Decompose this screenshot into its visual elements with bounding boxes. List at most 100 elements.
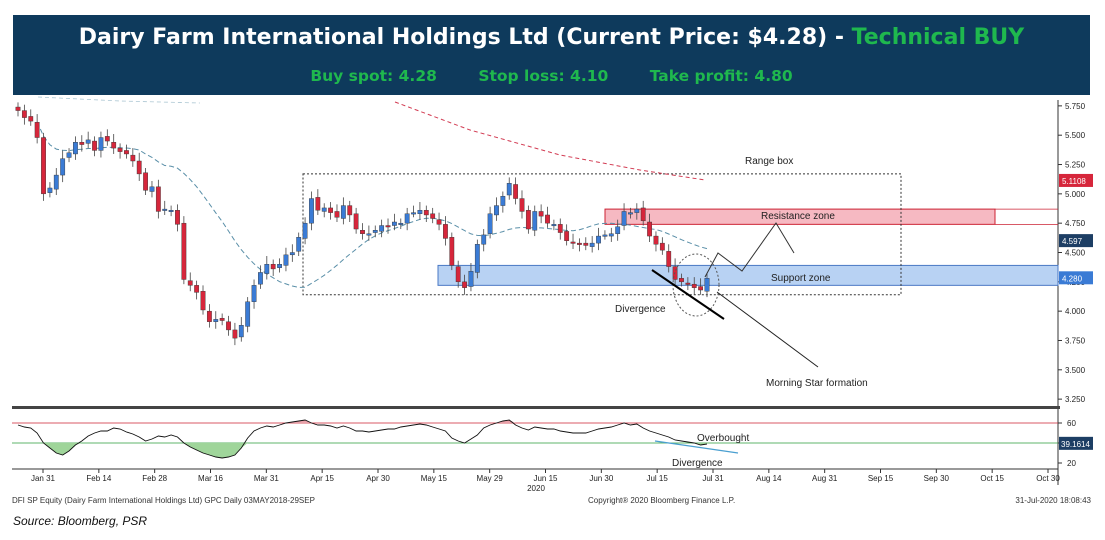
candle-body (379, 225, 385, 232)
candle-body (494, 205, 499, 216)
candle-body (659, 242, 665, 251)
x-tick-label: Aug 14 (756, 474, 782, 483)
x-tick-label: Mar 16 (198, 474, 223, 483)
x-tick-label: Oct 15 (980, 474, 1004, 483)
candle-body (79, 142, 85, 145)
candle-body (615, 226, 621, 234)
candle-body (455, 266, 461, 283)
rsi-line (17, 419, 708, 459)
candle-body (85, 139, 91, 144)
candle-body (347, 205, 353, 216)
rsi-overbought-fill (18, 420, 707, 423)
y-tick-label: 5.500 (1065, 131, 1086, 140)
candle-body (602, 234, 608, 237)
candle-body (443, 224, 448, 239)
candle-body (136, 160, 142, 175)
candle-body (15, 106, 21, 111)
candle-body (411, 212, 416, 215)
candle-body (500, 195, 506, 206)
stop-loss: Stop loss: 4.10 (478, 67, 609, 85)
trade-levels: Buy spot: 4.28 Stop loss: 4.10 Take prof… (13, 67, 1090, 85)
candle-body (538, 211, 544, 217)
candle-body (315, 197, 321, 211)
candle-body (628, 212, 633, 215)
take-profit: Take profit: 4.80 (649, 67, 793, 85)
x-year-label: 2020 (527, 484, 545, 493)
candle-body (155, 186, 161, 212)
candle-body (181, 222, 187, 280)
buy-spot: Buy spot: 4.28 (310, 67, 437, 85)
range-box-label: Range box (745, 156, 793, 167)
candle-body (404, 213, 410, 224)
y-tick-label: 3.750 (1065, 336, 1086, 345)
candle-body (226, 321, 231, 331)
candle-body (34, 122, 40, 138)
candle-body (232, 329, 238, 339)
rsi-divergence-line (654, 440, 739, 454)
candle-body (73, 142, 78, 155)
moving-average-long (394, 101, 706, 181)
candle-body (391, 221, 397, 226)
candle-body (283, 254, 289, 266)
candle-body (621, 211, 627, 226)
candle-body (481, 234, 487, 245)
plot-area (12, 100, 1058, 405)
candle-body (98, 137, 104, 151)
candle-body (647, 221, 652, 237)
candle-body (372, 230, 378, 233)
last-price-tag (1059, 234, 1093, 248)
morning-star-pointer (716, 291, 819, 368)
footer-timestamp: 31-Jul-2020 18:08:43 (1015, 496, 1091, 505)
resistance-zone-label: Resistance zone (761, 211, 835, 222)
candle-body (277, 264, 282, 268)
candle-body (251, 285, 257, 302)
last-price-tag (1059, 173, 1093, 187)
candle-body (302, 222, 308, 239)
rsi-last-label: 39.1614 (1061, 440, 1090, 449)
last-price-tag (1059, 271, 1093, 285)
last-price-label: 4.280 (1062, 274, 1083, 283)
candle-body (92, 140, 97, 151)
candle-body (640, 207, 646, 222)
candle-body (398, 222, 404, 225)
candle-body (309, 198, 314, 224)
overbought-label: Overbought (697, 433, 749, 444)
chart-title: Dairy Farm International Holdings Ltd (C… (78, 25, 1025, 50)
candle-body (430, 213, 436, 219)
candle-body (449, 237, 455, 266)
morning-star-label: Morning Star formation (766, 378, 868, 389)
x-tick-label: Jun 30 (589, 474, 614, 483)
candle-body (679, 278, 684, 283)
rsi-y-tick-label: 20 (1067, 459, 1076, 468)
rsi-oversold-fill (18, 443, 707, 458)
candle-body (321, 207, 327, 212)
candle-body (289, 252, 295, 256)
y-tick-label: 3.250 (1065, 395, 1086, 404)
candle-body (513, 184, 519, 199)
candle-body (506, 183, 512, 196)
candle-body (340, 205, 346, 219)
moving-average-short (36, 121, 708, 288)
candle-body (200, 291, 206, 311)
candle-body (589, 242, 595, 247)
candle-body (53, 174, 59, 190)
candle-body (570, 241, 576, 244)
title-banner: Dairy Farm International Holdings Ltd (C… (13, 15, 1090, 95)
candle-body (577, 242, 582, 245)
projected-path (704, 222, 795, 278)
price-chart: 5.7505.5005.2505.0004.7504.5004.2504.000… (12, 96, 1093, 493)
candle-body (175, 210, 180, 225)
footer-instrument: DFI SP Equity (Dairy Farm International … (12, 496, 315, 505)
x-tick-label: Sep 30 (924, 474, 950, 483)
x-tick-label: Jul 15 (646, 474, 668, 483)
y-tick-label: 4.500 (1065, 249, 1086, 258)
candle-body (666, 251, 672, 267)
y-tick-label: 5.250 (1065, 161, 1086, 170)
rsi-last-tag (1059, 436, 1093, 450)
candle-body (213, 319, 219, 322)
rsi-y-tick-label: 60 (1067, 419, 1076, 428)
y-tick-label: 4.000 (1065, 307, 1086, 316)
pane-divider (12, 406, 1060, 409)
candle-body (124, 150, 129, 155)
candle-body (258, 272, 263, 285)
